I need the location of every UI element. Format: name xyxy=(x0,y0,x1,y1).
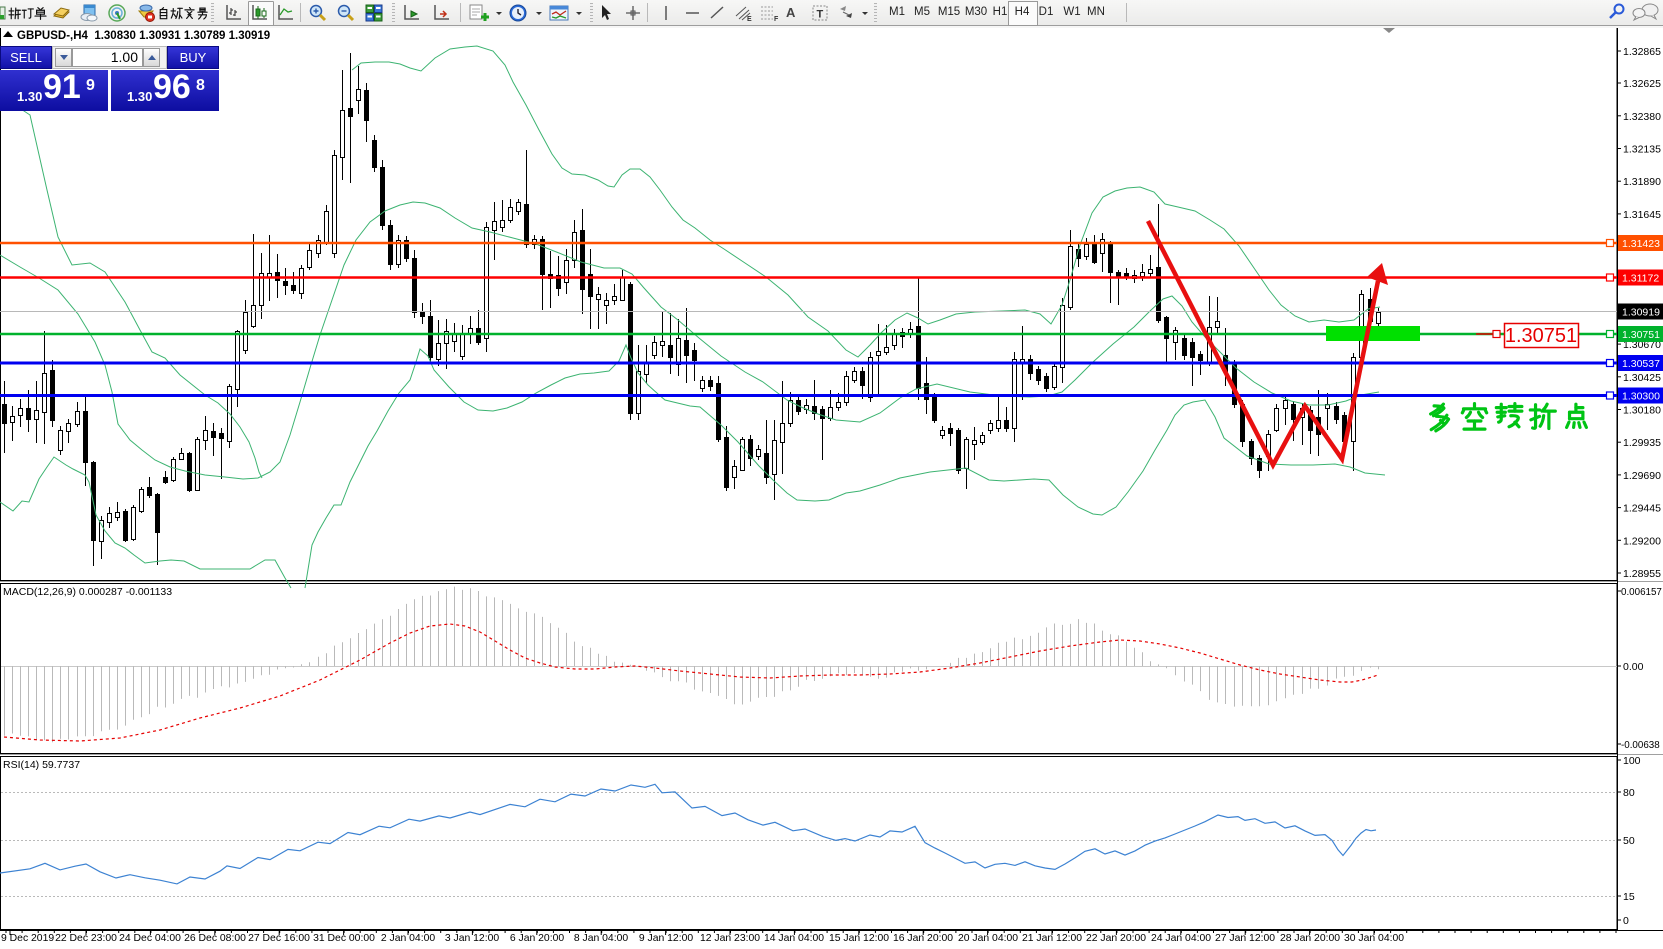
svg-text:1.30670: 1.30670 xyxy=(1623,339,1661,351)
svg-text:100: 100 xyxy=(1623,755,1641,767)
svg-text:2 Jan 04:00: 2 Jan 04:00 xyxy=(381,933,436,944)
svg-text:1.32380: 1.32380 xyxy=(1623,111,1661,123)
svg-text:1.30751: 1.30751 xyxy=(1622,329,1660,341)
svg-text:26 Dec 08:00: 26 Dec 08:00 xyxy=(184,933,246,944)
svg-text:1.29445: 1.29445 xyxy=(1623,503,1661,515)
svg-text:1.30751: 1.30751 xyxy=(1505,325,1577,347)
svg-text:1.31890: 1.31890 xyxy=(1623,176,1661,188)
svg-text:RSI(14) 59.7737: RSI(14) 59.7737 xyxy=(3,759,80,771)
svg-text:22 Jan 20:00: 22 Jan 20:00 xyxy=(1086,933,1146,944)
svg-text:27 Jan 12:00: 27 Jan 12:00 xyxy=(1215,933,1275,944)
svg-text:16 Jan 20:00: 16 Jan 20:00 xyxy=(893,933,953,944)
svg-text:15: 15 xyxy=(1623,891,1635,903)
svg-text:50: 50 xyxy=(1623,835,1635,847)
svg-text:1.29935: 1.29935 xyxy=(1623,437,1661,449)
svg-text:1.32625: 1.32625 xyxy=(1623,78,1661,90)
svg-text:E: E xyxy=(747,16,752,23)
svg-text:1.30180: 1.30180 xyxy=(1623,405,1661,417)
svg-text:1.28955: 1.28955 xyxy=(1623,568,1661,580)
svg-text:F: F xyxy=(774,16,779,23)
svg-text:1.29690: 1.29690 xyxy=(1623,470,1661,482)
svg-text:27 Dec 16:00: 27 Dec 16:00 xyxy=(248,933,310,944)
svg-text:6 Jan 20:00: 6 Jan 20:00 xyxy=(510,933,565,944)
svg-text:8 Jan 04:00: 8 Jan 04:00 xyxy=(574,933,629,944)
svg-text:3 Jan 12:00: 3 Jan 12:00 xyxy=(445,933,500,944)
svg-text:1.31645: 1.31645 xyxy=(1623,209,1661,221)
svg-text:31 Dec 00:00: 31 Dec 00:00 xyxy=(313,933,375,944)
svg-text:9 Dec 2019: 9 Dec 2019 xyxy=(1,933,54,944)
svg-text:15 Jan 12:00: 15 Jan 12:00 xyxy=(829,933,889,944)
svg-text:1.31423: 1.31423 xyxy=(1622,238,1660,250)
svg-text:1.30425: 1.30425 xyxy=(1623,372,1661,384)
svg-text:GBPUSD-,H4 1.30830 1.30931 1.: GBPUSD-,H4 1.30830 1.30931 1.30789 1.309… xyxy=(17,30,270,42)
svg-text:28 Jan 20:00: 28 Jan 20:00 xyxy=(1280,933,1340,944)
svg-text:1.30537: 1.30537 xyxy=(1622,358,1660,370)
svg-text:1.30300: 1.30300 xyxy=(1622,391,1660,403)
svg-text:9 Jan 12:00: 9 Jan 12:00 xyxy=(639,933,694,944)
svg-text:-0.00638: -0.00638 xyxy=(1621,740,1660,751)
svg-text:MACD(12,26,9) 0.000287 -0.0011: MACD(12,26,9) 0.000287 -0.001133 xyxy=(3,586,172,598)
svg-text:1.29200: 1.29200 xyxy=(1623,535,1661,547)
svg-text:22 Dec 23:00: 22 Dec 23:00 xyxy=(55,933,117,944)
svg-text:1.31172: 1.31172 xyxy=(1622,273,1659,285)
svg-text:30 Jan 04:00: 30 Jan 04:00 xyxy=(1344,933,1404,944)
svg-text:24 Jan 04:00: 24 Jan 04:00 xyxy=(1151,933,1211,944)
svg-text:1.32865: 1.32865 xyxy=(1623,46,1661,58)
svg-text:14 Jan 04:00: 14 Jan 04:00 xyxy=(764,933,824,944)
svg-text:0.006157: 0.006157 xyxy=(1621,587,1662,598)
svg-text:1.32135: 1.32135 xyxy=(1623,144,1661,156)
svg-text:T: T xyxy=(817,9,824,21)
svg-text:0.00: 0.00 xyxy=(1623,661,1644,673)
svg-text:20 Jan 04:00: 20 Jan 04:00 xyxy=(958,933,1018,944)
svg-text:1.30919: 1.30919 xyxy=(1622,307,1660,319)
svg-text:0: 0 xyxy=(1623,915,1629,927)
svg-text:21 Jan 12:00: 21 Jan 12:00 xyxy=(1022,933,1082,944)
svg-text:24 Dec 04:00: 24 Dec 04:00 xyxy=(119,933,181,944)
svg-text:12 Jan 23:00: 12 Jan 23:00 xyxy=(700,933,760,944)
svg-text:80: 80 xyxy=(1623,787,1635,799)
